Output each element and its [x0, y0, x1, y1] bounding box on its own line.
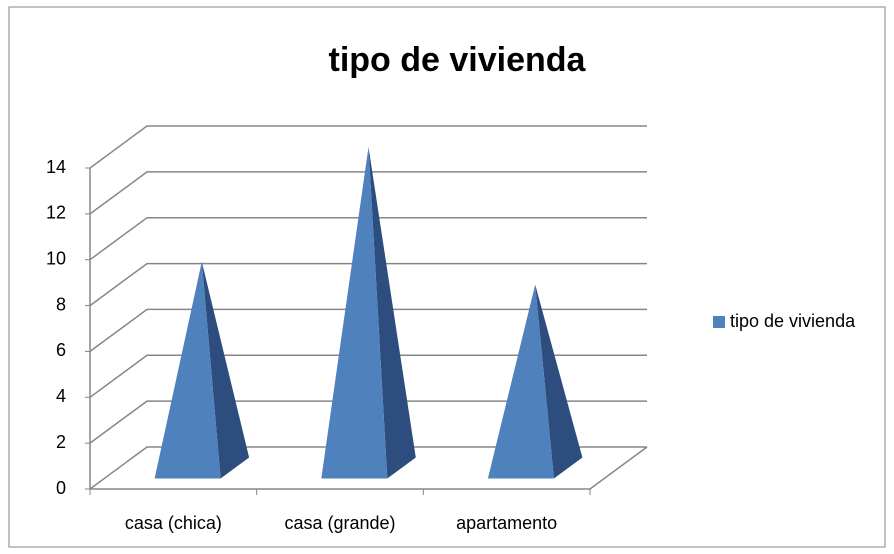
x-tick-label: casa (chica)	[125, 513, 222, 533]
y-tick-label: 8	[56, 294, 66, 314]
chart-frame	[8, 6, 886, 548]
pyramid-side	[368, 147, 416, 479]
legend-swatch	[713, 316, 725, 328]
y-tick-label: 0	[56, 478, 66, 498]
grid-line	[89, 400, 647, 444]
y-tick-label: 10	[46, 248, 66, 268]
chart-title: tipo de vivienda	[329, 41, 587, 79]
grid-line	[89, 262, 647, 307]
pyramid-side	[201, 261, 250, 479]
pyramid	[487, 284, 554, 479]
y-tick-label: 2	[56, 432, 66, 452]
y-tick-label: 6	[56, 340, 66, 360]
x-tick-label: apartamento	[456, 513, 557, 533]
y-tick-label: 12	[46, 203, 66, 223]
pyramid	[154, 261, 221, 479]
grid-line	[89, 171, 647, 215]
grid-line	[89, 125, 647, 169]
grid-line	[89, 354, 647, 398]
pyramid-side	[535, 284, 583, 479]
grid-line	[89, 446, 647, 490]
y-tick-label: 14	[46, 157, 66, 177]
y-tick-label: 4	[56, 386, 66, 406]
legend-label: tipo de vivienda	[730, 311, 856, 331]
grid-line	[89, 216, 647, 261]
pyramid	[321, 147, 388, 479]
x-tick-label: casa (grande)	[284, 513, 395, 533]
grid-line	[89, 308, 647, 353]
